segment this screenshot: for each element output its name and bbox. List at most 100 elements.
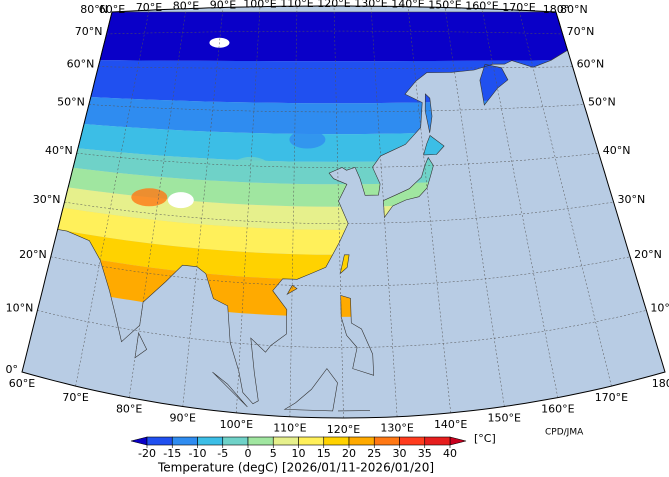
parallel: [76, 152, 599, 168]
parallel: [98, 66, 573, 69]
latitude-label: 10°N: [650, 301, 669, 314]
longitude-label: 170°E: [502, 1, 535, 14]
temperature-patch: [232, 156, 269, 175]
caption: Temperature (degC) [2026/01/11-2026/01/2…: [157, 461, 434, 475]
meridian: [407, 6, 451, 413]
coastline: [479, 63, 509, 106]
colorbar-arrow: [449, 436, 467, 446]
latitude-label: 80°N: [80, 3, 108, 16]
map-border: [21, 5, 666, 419]
colorbar-box: [323, 436, 350, 446]
meridian: [128, 8, 187, 398]
colorbar-box: [424, 436, 451, 446]
coastline: [383, 156, 434, 219]
colorbar-tick-label: 40: [443, 447, 457, 460]
colorbar-box: [171, 436, 198, 446]
longitude-label: 140°E: [391, 0, 424, 11]
latitude-label: 70°N: [567, 25, 595, 38]
colorbar-box: [272, 436, 299, 446]
latitude-label: 20°N: [19, 248, 47, 261]
colorbar-box: [399, 436, 426, 446]
longitude-label: 130°E: [354, 0, 387, 10]
meridian: [370, 6, 398, 417]
meridian: [333, 5, 344, 419]
parallel: [106, 30, 563, 35]
longitude-label: 100°E: [243, 0, 276, 11]
colorbar-tick-label: 35: [418, 447, 432, 460]
no-data-patch: [167, 192, 194, 209]
longitude-label: 150°E: [428, 0, 461, 12]
longitude-label: 90°E: [210, 0, 236, 12]
colorbar-tick-label: -15: [163, 447, 181, 460]
colorbar-box: [222, 436, 249, 446]
longitude-label: 100°E: [220, 418, 253, 431]
colorbar-tick-label: 30: [393, 447, 407, 460]
latitude-label: 20°N: [634, 248, 662, 261]
latitude-label: 60°N: [67, 58, 95, 71]
colorbar-tick-label: 5: [270, 447, 277, 460]
longitude-label: 60°E: [99, 3, 125, 16]
longitude-label: 180°: [543, 3, 570, 16]
colorbar-unit: [°C]: [474, 432, 496, 445]
longitude-label: 160°E: [541, 403, 574, 416]
colorbar-box: [348, 436, 375, 446]
longitude-label: 80°E: [116, 403, 142, 416]
colorbar-tick-label: -5: [217, 447, 228, 460]
colorbar-tick-label: 15: [317, 447, 331, 460]
parallel: [88, 104, 585, 113]
longitude-label: 120°E: [327, 423, 360, 436]
colorbar-box: [373, 436, 400, 446]
temperature-band: [80, 12, 568, 62]
map: [21, 5, 666, 419]
colorbar-box: [247, 436, 274, 446]
coastline: [283, 368, 338, 412]
colorbar-box: [146, 436, 173, 446]
longitude-label: 110°E: [280, 0, 313, 10]
longitude-label: 80°E: [173, 0, 199, 13]
colorbar-tick-label: 25: [367, 447, 381, 460]
colorbar-tick-label: 20: [342, 447, 356, 460]
credit: CPD/JMA: [545, 428, 584, 438]
colorbar-tick-label: -10: [189, 447, 207, 460]
meridian: [289, 6, 298, 417]
longitude-label: 140°E: [434, 418, 467, 431]
longitude-label: 130°E: [380, 422, 413, 435]
latitude-label: 10°N: [6, 301, 34, 314]
longitude-label: 70°E: [136, 1, 162, 14]
latitude-label: 80°N: [560, 3, 588, 16]
meridian: [444, 7, 505, 407]
latitude-label: 50°N: [588, 96, 616, 109]
latitude-label: 40°N: [603, 144, 631, 157]
coastline: [340, 294, 375, 376]
longitude-label: 90°E: [170, 412, 196, 425]
latitude-label: 30°N: [33, 193, 61, 206]
longitude-label: 110°E: [273, 422, 306, 435]
coastline: [339, 254, 350, 275]
longitude-label: 180°: [652, 377, 669, 390]
colorbar-box: [197, 436, 224, 446]
meridian: [518, 10, 612, 387]
longitude-label: 150°E: [488, 412, 521, 425]
longitude-label: 160°E: [465, 0, 498, 13]
temperature-patch: [131, 188, 168, 207]
latitude-label: 70°N: [75, 25, 103, 38]
latitude-label: 60°N: [577, 58, 605, 71]
temperature-patch: [289, 130, 326, 149]
colorbar-arrow: [130, 436, 148, 446]
parallel: [50, 256, 631, 287]
parallel: [64, 201, 614, 224]
colorbar-box: [298, 436, 325, 446]
longitude-label: 170°E: [595, 391, 628, 404]
latitude-label: 50°N: [57, 96, 85, 109]
colorbar-tick-label: 0: [245, 447, 252, 460]
coastline: [424, 93, 433, 133]
longitude-label: 70°E: [62, 391, 88, 404]
coastline: [423, 135, 445, 156]
latitude-label: 40°N: [45, 144, 73, 157]
meridian: [182, 7, 224, 407]
longitude-label: 120°E: [317, 0, 350, 10]
latitude-label: 0°: [6, 363, 19, 376]
colorbar-tick-label: 10: [292, 447, 306, 460]
longitude-label: 60°E: [9, 377, 35, 390]
